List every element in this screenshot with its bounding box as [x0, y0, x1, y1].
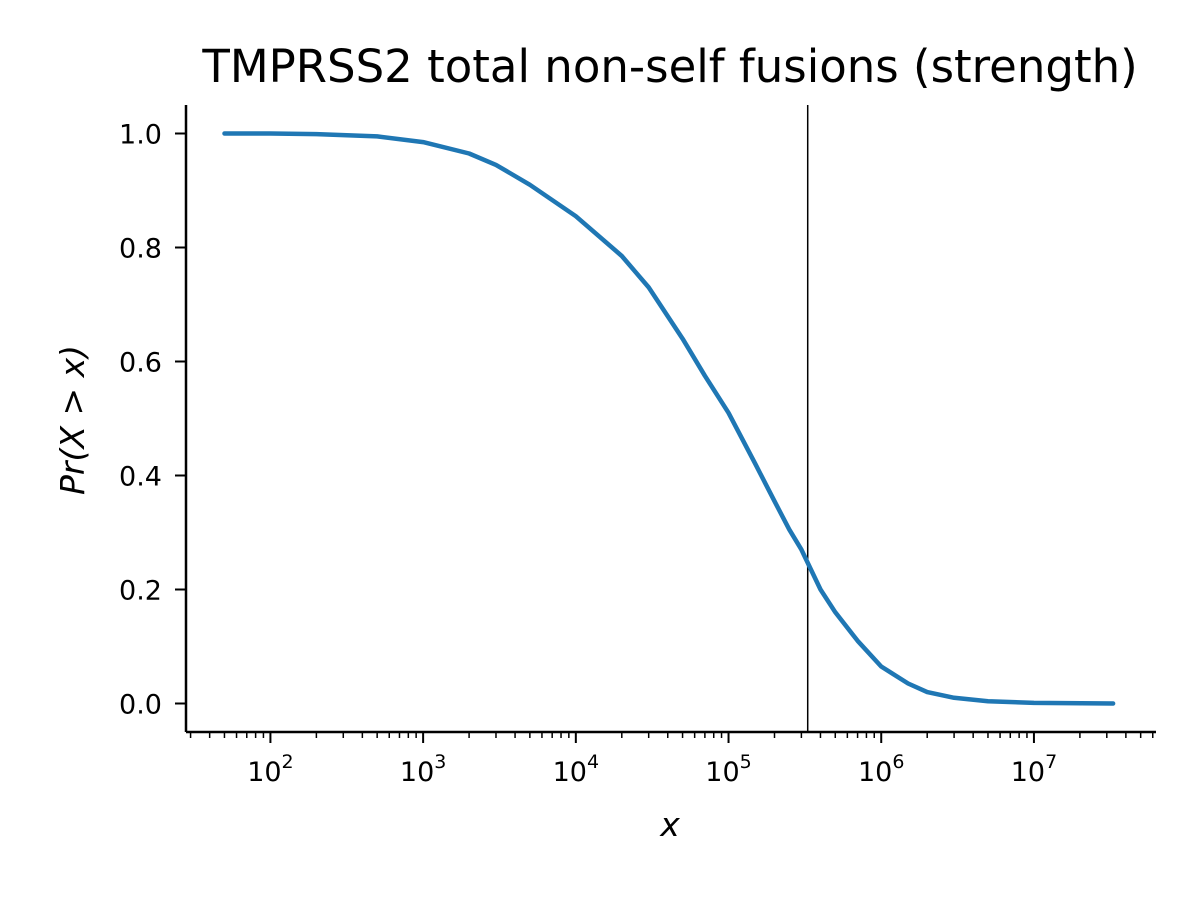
- x-tick-label-exponent: 7: [1045, 751, 1057, 773]
- y-tick-label: 0.0: [119, 690, 162, 721]
- plot-area: [222, 105, 1116, 732]
- y-axis-label: Pr(X > x): [53, 345, 92, 495]
- x-tick-label-base: 10: [1011, 757, 1045, 788]
- y-axis-ticks: 0.0 0.2 0.4 0.6 0.8 1.0: [119, 120, 186, 721]
- x-tick-label-exponent: 4: [587, 751, 599, 773]
- x-axis-ticks: 102 103 104 105 106 107: [189, 732, 1154, 788]
- x-tick-label: 103: [400, 751, 446, 788]
- x-tick-label-base: 10: [553, 757, 587, 788]
- ccdf-series-line: [222, 131, 1116, 706]
- x-tick-label-base: 10: [705, 757, 739, 788]
- x-tick-label-base: 10: [858, 757, 892, 788]
- y-tick-label: 0.2: [119, 576, 162, 607]
- x-tick-label: 102: [247, 751, 293, 788]
- x-tick-label-exponent: 6: [892, 751, 904, 773]
- x-tick-label-exponent: 2: [282, 751, 294, 773]
- x-tick-label-exponent: 5: [740, 751, 752, 773]
- y-tick-label: 0.6: [119, 348, 162, 379]
- x-tick-label-base: 10: [400, 757, 434, 788]
- chart-title: TMPRSS2 total non-self fusions (strength…: [201, 40, 1137, 93]
- y-tick-label: 0.8: [119, 234, 162, 265]
- y-tick-label: 1.0: [119, 120, 162, 151]
- x-tick-label: 105: [705, 751, 751, 788]
- x-tick-label: 106: [858, 751, 904, 788]
- x-axis-label: x: [659, 805, 680, 844]
- x-tick-label-base: 10: [247, 757, 281, 788]
- x-tick-label: 104: [553, 751, 599, 788]
- y-tick-label: 0.4: [119, 462, 162, 493]
- x-tick-label-exponent: 3: [434, 751, 446, 773]
- x-tick-label: 107: [1011, 751, 1057, 788]
